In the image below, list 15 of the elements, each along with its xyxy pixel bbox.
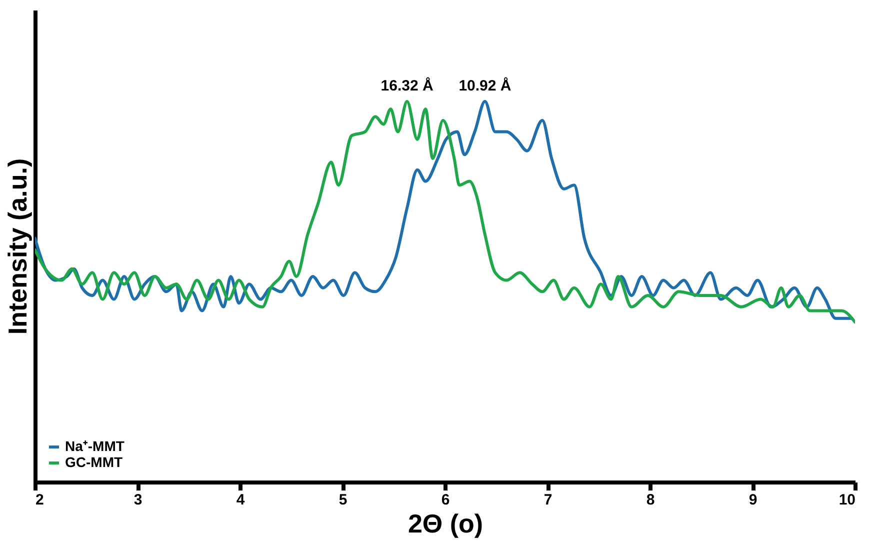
legend-label: Na⁺-MMT: [65, 438, 125, 454]
x-tick-label: 7: [544, 492, 552, 508]
x-axis-title: 2Θ (ο): [408, 508, 484, 538]
x-tick-label: 4: [236, 492, 246, 508]
x-tick-label: 3: [134, 492, 142, 508]
x-tick-label: 10: [838, 492, 856, 508]
x-tick-label: 8: [646, 492, 655, 508]
annotation: 16.32 Å: [380, 76, 434, 94]
y-axis-title: Intensity (a.u.): [2, 158, 32, 335]
x-tick-label: 6: [441, 492, 450, 508]
annotation: 10.92 Å: [458, 76, 512, 94]
x-tick-label: 5: [338, 492, 348, 508]
legend-label: GC-MMT: [65, 454, 123, 470]
x-tick-label: 2: [36, 492, 44, 508]
x-tick-label: 9: [748, 492, 758, 508]
